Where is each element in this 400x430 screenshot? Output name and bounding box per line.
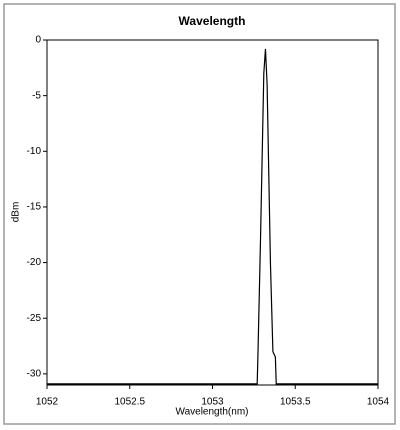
x-tick-label: 1053.5 (280, 397, 311, 408)
y-tick-label: -30 (27, 369, 42, 380)
x-tick-label: 1052 (36, 397, 59, 408)
chart-title: Wavelength (179, 14, 246, 28)
y-axis-label: dBm (11, 202, 22, 223)
y-tick-label: -10 (27, 146, 42, 157)
line-series (47, 48, 378, 385)
y-tick-label: -15 (27, 202, 42, 213)
x-tick-label: 1053 (201, 397, 224, 408)
y-tick-label: -20 (27, 257, 42, 268)
y-tick-label: -5 (32, 90, 41, 101)
x-axis-label: Wavelength(nm) (176, 407, 249, 418)
y-tick-label: -25 (27, 313, 42, 324)
x-tick-label: 1052.5 (114, 397, 145, 408)
chart-frame (3, 3, 396, 425)
y-tick-label: 0 (35, 35, 41, 46)
x-tick-label: 1054 (367, 397, 390, 408)
